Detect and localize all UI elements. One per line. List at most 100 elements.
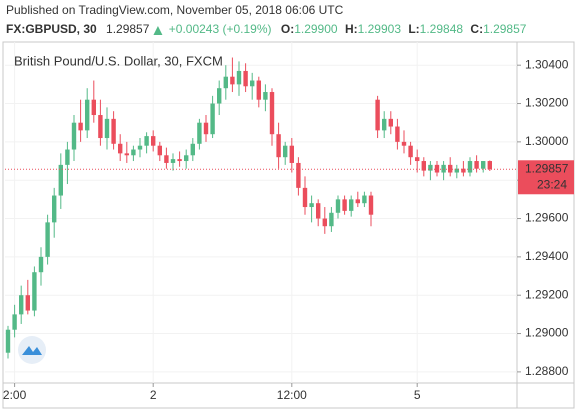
candle-body	[448, 164, 453, 173]
candle-body	[5, 329, 11, 353]
candle-body	[203, 122, 209, 135]
candle-body	[395, 126, 400, 142]
ohlc-label: C:	[470, 22, 483, 36]
ohlc-label: L:	[408, 22, 419, 36]
candle-body	[137, 145, 143, 150]
y-tick-label: 1.30000	[525, 134, 569, 148]
candle-body	[250, 80, 255, 87]
candle-body	[296, 162, 301, 188]
last-price-label: 1.29857	[525, 161, 569, 175]
candle-body	[283, 145, 288, 158]
candle-body	[197, 122, 202, 144]
y-tick-label: 1.30400	[525, 57, 569, 71]
candle-body	[111, 118, 116, 144]
ohlc-value: 1.29857	[483, 22, 527, 36]
y-tick-label: 1.29000	[525, 326, 569, 340]
x-tick-label: 2	[150, 388, 157, 402]
candle-body	[276, 134, 281, 158]
chart-title: British Pound/U.S. Dollar, 30, FXCM	[14, 53, 223, 68]
countdown-label: 23:24	[537, 177, 567, 191]
candle-body	[434, 164, 440, 173]
candle-body	[441, 164, 446, 173]
candle-body	[335, 199, 341, 213]
last-price: 1.29857	[106, 22, 150, 36]
candle-body	[19, 295, 24, 315]
candle-body	[329, 212, 334, 227]
candle-body	[401, 141, 407, 146]
candle-body	[124, 153, 129, 156]
candle-body	[210, 103, 215, 135]
candle-body	[91, 99, 96, 116]
candle-body	[263, 92, 268, 100]
y-tick-label: 1.28800	[525, 364, 569, 378]
candle-body	[217, 88, 222, 104]
candle-body	[481, 161, 486, 169]
plot-area	[5, 42, 517, 383]
candle-body	[382, 118, 387, 131]
change: +0.00243 (+0.19%)	[169, 22, 272, 36]
x-tick-label: 12:00	[277, 388, 307, 402]
candle-body	[309, 203, 314, 208]
candle-body	[223, 76, 228, 89]
candle-body	[104, 118, 110, 139]
candle-body	[230, 76, 235, 85]
candle-body	[52, 195, 57, 223]
candle-body	[85, 99, 90, 131]
candle-body	[45, 222, 50, 257]
chart-frame	[2, 41, 575, 409]
candle-body	[58, 164, 63, 196]
candle-body	[12, 314, 17, 330]
candle-body	[454, 168, 459, 173]
ohlc-label: H:	[345, 22, 358, 36]
logo	[18, 336, 46, 364]
symbol-line: FX:GBPUSD, 30 1.29857 +0.00243 (+0.19%) …	[6, 22, 527, 36]
candle-body	[269, 92, 275, 135]
candle-body	[388, 118, 393, 127]
candle-body	[236, 70, 242, 85]
candle-body	[25, 295, 30, 311]
candle-body	[362, 195, 367, 204]
candle-body	[256, 80, 261, 100]
candle-body	[78, 122, 83, 131]
candle-body	[164, 155, 169, 163]
candle-body	[151, 136, 156, 146]
up-arrow-icon	[153, 26, 163, 35]
ohlc-value: 1.29903	[358, 22, 402, 36]
candle-body	[38, 256, 44, 273]
candle-body	[177, 159, 182, 162]
candle-body	[375, 99, 380, 131]
y-tick-label: 1.29200	[525, 287, 569, 301]
candle-body	[243, 70, 248, 87]
candle-body	[349, 199, 354, 211]
candle-body	[415, 157, 420, 162]
candle-body	[342, 199, 347, 211]
candle-body	[487, 161, 492, 170]
candle-body	[65, 149, 70, 165]
candle-body	[474, 161, 479, 169]
candle-body	[461, 168, 466, 173]
candle-body	[190, 143, 195, 156]
candle-body	[428, 164, 433, 171]
candle-body	[322, 218, 327, 227]
candle-body	[467, 161, 473, 173]
candle-body	[302, 187, 308, 208]
y-tick-label: 1.29400	[525, 249, 569, 263]
candle-body	[144, 136, 149, 146]
symbol: FX:GBPUSD, 30	[6, 22, 97, 36]
candle-body	[170, 159, 176, 163]
x-tick-label: 5	[414, 388, 421, 402]
candle-body	[131, 149, 136, 156]
candle-body	[71, 122, 77, 150]
candle-body	[368, 195, 374, 215]
candle-body	[408, 145, 413, 158]
candle-body	[118, 143, 123, 154]
candle-body	[184, 155, 189, 162]
ohlc-value: 1.29848	[420, 22, 464, 36]
ohlc-label: O:	[281, 22, 294, 36]
ohlc-value: 1.29900	[294, 22, 338, 36]
candle-body	[421, 161, 426, 171]
y-tick-label: 1.30200	[525, 96, 569, 110]
x-tick-label: 2:00	[3, 388, 27, 402]
candle-body	[289, 145, 294, 163]
